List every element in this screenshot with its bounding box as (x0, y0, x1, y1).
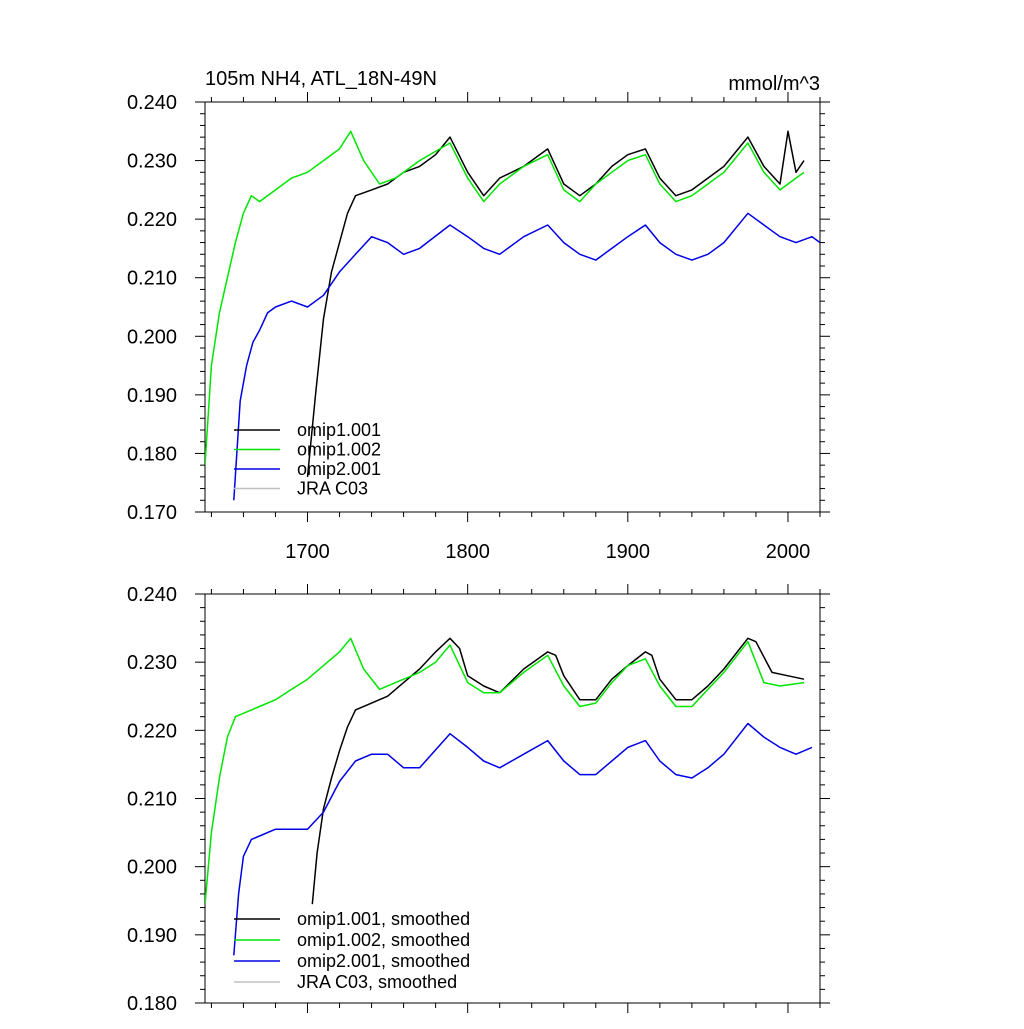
panel2-y-tick-label: 0.190 (127, 925, 177, 947)
panel2-y-tick-label: 0.200 (127, 857, 177, 879)
panel1-y-tick-label: 0.170 (127, 502, 177, 524)
panel1-x-tick-label: 2000 (766, 541, 811, 563)
panel1-legend-label-2: omip2.001 (297, 459, 381, 479)
panel1-x-tick-label: 1700 (285, 541, 330, 563)
panel1-x-tick-label: 1800 (445, 541, 490, 563)
panel1-y-tick-label: 0.180 (127, 443, 177, 465)
panel2-y-tick-label: 0.240 (127, 584, 177, 606)
panel1-series-line-0 (306, 130, 805, 477)
panel1-y-tick-label: 0.210 (127, 268, 177, 290)
panel1-legend-label-1: omip1.002 (297, 440, 381, 460)
panel2-legend-label-0: omip1.001, smoothed (297, 909, 470, 929)
panel1-plot-frame (204, 101, 821, 513)
panel1-series-line-2 (233, 212, 820, 501)
panel2-series-line-0 (311, 637, 805, 905)
panel2-y-tick-label: 0.210 (127, 789, 177, 811)
panel2-legend-label-3: JRA C03, smoothed (297, 972, 457, 992)
panel1-legend-label-0: omip1.001 (297, 420, 381, 440)
panel2-series-line-2 (233, 722, 813, 956)
units-label: mmol/m^3 (728, 73, 820, 95)
chart-title: 105m NH4, ATL_18N-49N (205, 68, 437, 90)
panel2-y-tick-label: 0.230 (127, 652, 177, 674)
panel1-y-tick-label: 0.230 (127, 151, 177, 173)
panel1-y-tick-label: 0.200 (127, 326, 177, 348)
panel1-y-tick-label: 0.190 (127, 385, 177, 407)
panel1-y-tick-label: 0.240 (127, 92, 177, 114)
panel1-y-tick-label: 0.220 (127, 209, 177, 231)
panel2-legend-label-2: omip2.001, smoothed (297, 951, 470, 971)
panel2-y-tick-label: 0.220 (127, 720, 177, 742)
panel2-y-tick-label: 0.180 (127, 993, 177, 1015)
panel1-series-line-1 (205, 130, 805, 466)
panel2-legend-label-1: omip1.002, smoothed (297, 930, 470, 950)
panel2-series-line-1 (205, 637, 805, 905)
panel1-x-tick-label: 1900 (606, 541, 651, 563)
panel1-legend-label-3: JRA C03 (297, 479, 368, 499)
